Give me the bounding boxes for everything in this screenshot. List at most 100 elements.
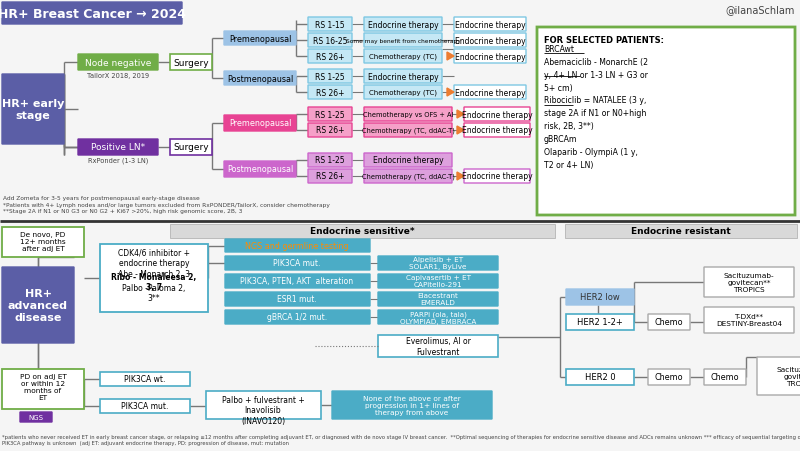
Bar xyxy=(565,225,797,239)
FancyBboxPatch shape xyxy=(224,32,296,46)
Text: T-DXd**
DESTINY-Breast04: T-DXd** DESTINY-Breast04 xyxy=(716,314,782,327)
Text: Endocrine therapy: Endocrine therapy xyxy=(454,20,526,29)
Text: Chemotherapy vs OFS + AI: Chemotherapy vs OFS + AI xyxy=(363,112,453,118)
Text: None of the above or after
progression in 1+ lines of
therapy from above: None of the above or after progression i… xyxy=(363,395,461,415)
Text: Endocrine therapy: Endocrine therapy xyxy=(462,110,532,119)
Text: De novo, PD
12+ months
after adj ET: De novo, PD 12+ months after adj ET xyxy=(20,231,66,252)
Text: Node negative: Node negative xyxy=(85,58,151,67)
FancyBboxPatch shape xyxy=(2,75,64,145)
FancyBboxPatch shape xyxy=(308,108,352,122)
FancyBboxPatch shape xyxy=(170,140,212,156)
Polygon shape xyxy=(457,127,464,135)
FancyBboxPatch shape xyxy=(566,314,634,330)
Text: RS 26+: RS 26+ xyxy=(316,126,344,135)
Text: Sacituzumab-
govitecan**
TROPICS: Sacituzumab- govitecan** TROPICS xyxy=(724,272,774,292)
FancyBboxPatch shape xyxy=(308,50,352,64)
Polygon shape xyxy=(457,173,464,180)
FancyBboxPatch shape xyxy=(378,274,498,288)
Text: Ribo - Monaleesa 2,
3, 7: Ribo - Monaleesa 2, 3, 7 xyxy=(111,272,197,292)
Polygon shape xyxy=(447,53,454,61)
Text: PD on adj ET
or within 12
months of
ET: PD on adj ET or within 12 months of ET xyxy=(19,373,66,400)
FancyBboxPatch shape xyxy=(308,124,352,138)
FancyBboxPatch shape xyxy=(464,170,530,184)
FancyBboxPatch shape xyxy=(225,274,370,288)
Text: PARPi (ola, tala)
OLYMPIAD, EMBRACA: PARPi (ola, tala) OLYMPIAD, EMBRACA xyxy=(400,311,476,324)
Text: HR+
advanced
disease: HR+ advanced disease xyxy=(8,289,68,322)
Text: Endocrine therapy: Endocrine therapy xyxy=(462,126,532,135)
FancyBboxPatch shape xyxy=(454,34,526,48)
FancyBboxPatch shape xyxy=(2,3,182,25)
FancyBboxPatch shape xyxy=(308,170,352,184)
Text: *patients who never received ET in early breast cancer stage, or relapsing ≥12 m: *patients who never received ET in early… xyxy=(2,434,800,445)
Bar xyxy=(170,225,555,239)
Text: Chemo: Chemo xyxy=(710,373,739,382)
Bar xyxy=(0,0,800,221)
FancyBboxPatch shape xyxy=(78,55,158,71)
FancyBboxPatch shape xyxy=(170,55,212,71)
FancyBboxPatch shape xyxy=(537,28,795,216)
FancyBboxPatch shape xyxy=(364,170,452,184)
Text: Chemotherapy (TC): Chemotherapy (TC) xyxy=(369,54,437,60)
FancyBboxPatch shape xyxy=(225,257,370,271)
Text: Chemo: Chemo xyxy=(654,318,683,327)
Text: Chemo: Chemo xyxy=(654,373,683,382)
Text: Endocrine therapy: Endocrine therapy xyxy=(373,156,443,165)
Polygon shape xyxy=(447,89,454,97)
Text: FOR SELECTED PATIENTS:: FOR SELECTED PATIENTS: xyxy=(544,36,664,45)
Text: Endocrine therapy: Endocrine therapy xyxy=(462,172,532,181)
Text: RS 26+: RS 26+ xyxy=(316,172,344,181)
Text: RS 1-25: RS 1-25 xyxy=(315,110,345,119)
FancyBboxPatch shape xyxy=(2,369,84,409)
FancyBboxPatch shape xyxy=(308,34,352,48)
Text: Palbo + fulvestrant +
Inavolisib
(INAVO120): Palbo + fulvestrant + Inavolisib (INAVO1… xyxy=(222,395,304,425)
Text: PIK3CA mut.: PIK3CA mut. xyxy=(122,401,169,410)
FancyBboxPatch shape xyxy=(364,50,442,64)
Text: Endocrine resistant: Endocrine resistant xyxy=(631,227,731,236)
FancyBboxPatch shape xyxy=(225,239,370,253)
Text: Surgery: Surgery xyxy=(173,58,209,67)
Text: Premenopausal: Premenopausal xyxy=(229,119,291,128)
Text: Endocrine therapy: Endocrine therapy xyxy=(454,88,526,97)
Text: RxPonder (1-3 LN): RxPonder (1-3 LN) xyxy=(88,158,148,164)
Text: NGS: NGS xyxy=(29,414,43,420)
Text: RS 1-25: RS 1-25 xyxy=(315,156,345,165)
FancyBboxPatch shape xyxy=(2,267,74,343)
Text: Some may benefit from chemotherapy: Some may benefit from chemotherapy xyxy=(346,38,460,43)
Text: NGS and germline testing: NGS and germline testing xyxy=(246,242,349,251)
FancyBboxPatch shape xyxy=(364,86,442,100)
Text: RS 26+: RS 26+ xyxy=(316,88,344,97)
Text: RS 1-15: RS 1-15 xyxy=(315,20,345,29)
FancyBboxPatch shape xyxy=(648,369,690,385)
Text: BRCAwt
Abemaciclib - MonarchE (2
y, 4+ LN or 1-3 LN + G3 or
5+ cm)
Ribociclib = : BRCAwt Abemaciclib - MonarchE (2 y, 4+ L… xyxy=(544,45,648,169)
FancyBboxPatch shape xyxy=(20,412,52,422)
FancyBboxPatch shape xyxy=(454,86,526,100)
FancyBboxPatch shape xyxy=(78,140,158,156)
Polygon shape xyxy=(457,111,464,119)
FancyBboxPatch shape xyxy=(100,244,208,312)
Text: ESR1 mut.: ESR1 mut. xyxy=(277,295,317,304)
Text: Endocrine therapy: Endocrine therapy xyxy=(368,20,438,29)
Text: gBRCA 1/2 mut.: gBRCA 1/2 mut. xyxy=(267,313,327,322)
FancyBboxPatch shape xyxy=(454,50,526,64)
Text: RS 1-25: RS 1-25 xyxy=(315,72,345,81)
FancyBboxPatch shape xyxy=(224,116,296,132)
FancyBboxPatch shape xyxy=(308,86,352,100)
FancyBboxPatch shape xyxy=(224,161,296,178)
FancyBboxPatch shape xyxy=(378,292,498,306)
Text: HER2 1-2+: HER2 1-2+ xyxy=(577,318,623,327)
Text: Alpelisib + ET
SOLAR1, ByLive: Alpelisib + ET SOLAR1, ByLive xyxy=(410,257,466,270)
Text: CDK4/6 inhibitor +
endocrine therapy
Abe - Monarch 2, 3: CDK4/6 inhibitor + endocrine therapy Abe… xyxy=(118,249,190,278)
Text: PIK3CA mut.: PIK3CA mut. xyxy=(274,259,321,268)
FancyBboxPatch shape xyxy=(225,310,370,324)
Text: HR+ Breast Cancer → 2024: HR+ Breast Cancer → 2024 xyxy=(0,8,186,20)
FancyBboxPatch shape xyxy=(378,310,498,324)
Text: Endocrine therapy: Endocrine therapy xyxy=(454,52,526,61)
Bar xyxy=(0,221,800,451)
Text: Chemotherapy (TC, ddAC-T): Chemotherapy (TC, ddAC-T) xyxy=(362,128,454,134)
FancyBboxPatch shape xyxy=(100,399,190,413)
Text: Sacituzumab-
govitecan
TROPICS: Sacituzumab- govitecan TROPICS xyxy=(777,366,800,386)
Text: Endocrine therapy: Endocrine therapy xyxy=(454,37,526,46)
FancyBboxPatch shape xyxy=(308,18,352,32)
FancyBboxPatch shape xyxy=(566,290,634,305)
FancyBboxPatch shape xyxy=(364,34,442,48)
